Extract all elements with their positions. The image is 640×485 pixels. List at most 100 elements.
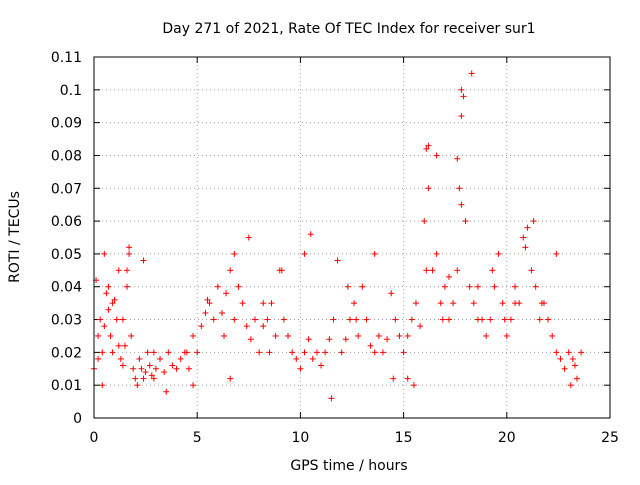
data-point: [363, 316, 370, 323]
data-point: [190, 332, 197, 339]
data-point: [553, 250, 560, 257]
data-point: [429, 267, 436, 274]
data-point: [503, 332, 510, 339]
data-point: [344, 283, 351, 290]
chart-title: Day 271 of 2021, Rate Of TEC Index for r…: [162, 21, 535, 37]
data-point: [285, 332, 292, 339]
data-point: [446, 273, 453, 280]
data-point: [309, 355, 316, 362]
data-point: [109, 349, 116, 356]
x-tick-label: 5: [193, 430, 202, 446]
data-point: [109, 300, 116, 307]
data-point: [458, 113, 465, 120]
data-point: [150, 375, 157, 382]
data-point: [425, 185, 432, 192]
y-tick-label: 0.08: [51, 148, 82, 164]
y-tick-label: 0.03: [51, 313, 82, 329]
data-point: [578, 349, 585, 356]
data-point: [272, 332, 279, 339]
data-point: [456, 185, 463, 192]
data-point: [247, 336, 254, 343]
data-point: [458, 86, 465, 93]
data-point: [567, 382, 574, 389]
data-point: [371, 250, 378, 257]
data-point: [520, 234, 527, 241]
data-point: [163, 388, 170, 395]
y-tick-label: 0.09: [51, 116, 82, 132]
y-tick-label: 0.01: [51, 378, 82, 394]
y-tick-label: 0.11: [51, 50, 82, 66]
data-point: [140, 375, 147, 382]
data-point: [392, 316, 399, 323]
data-point: [256, 349, 263, 356]
data-point: [326, 336, 333, 343]
data-point: [342, 336, 349, 343]
data-point: [136, 355, 143, 362]
data-point: [119, 316, 126, 323]
data-point: [97, 316, 104, 323]
data-point: [470, 300, 477, 307]
data-point: [165, 349, 172, 356]
data-point: [221, 332, 228, 339]
data-point: [499, 300, 506, 307]
data-point: [338, 349, 345, 356]
data-point: [305, 336, 312, 343]
data-point: [245, 234, 252, 241]
data-point: [328, 395, 335, 402]
data-point: [367, 342, 374, 349]
data-point: [268, 300, 275, 307]
data-point: [202, 309, 209, 316]
x-tick-label: 25: [601, 430, 619, 446]
data-point: [462, 218, 469, 225]
y-axis-label: ROTI / TECUs: [7, 191, 23, 283]
data-point: [355, 332, 362, 339]
data-point: [491, 283, 498, 290]
data-point: [157, 355, 164, 362]
data-point: [330, 316, 337, 323]
data-point: [388, 290, 395, 297]
data-point: [538, 300, 545, 307]
data-point: [390, 375, 397, 382]
y-tick-label: 0.04: [51, 280, 82, 296]
data-point: [307, 231, 314, 238]
data-point: [371, 349, 378, 356]
y-tick-label: 0.07: [51, 181, 82, 197]
data-point: [313, 349, 320, 356]
data-point: [101, 250, 108, 257]
data-point: [512, 300, 519, 307]
data-point: [113, 316, 120, 323]
data-point: [479, 316, 486, 323]
data-point: [412, 300, 419, 307]
data-point: [468, 70, 475, 77]
data-point: [161, 369, 168, 376]
data-point: [95, 332, 102, 339]
data-point: [297, 365, 304, 372]
data-point: [474, 283, 481, 290]
tick-labels: 0 5 10 15 20 25 0 0.01 0.02 0.03 0.04 0.05 0.06 0.07 0…: [51, 50, 619, 446]
data-point: [239, 300, 246, 307]
data-point: [227, 375, 234, 382]
data-point: [214, 283, 221, 290]
data-point: [561, 365, 568, 372]
data-point: [126, 244, 133, 251]
axis-ticks: [93, 56, 611, 419]
data-point: [99, 382, 106, 389]
data-point: [437, 300, 444, 307]
data-point: [549, 332, 556, 339]
data-point: [404, 375, 411, 382]
data-point: [210, 316, 217, 323]
data-point: [128, 332, 135, 339]
y-tick-label: 0.1: [60, 83, 82, 99]
data-point: [148, 372, 155, 379]
data-point: [115, 342, 122, 349]
x-axis-label: GPS time / hours: [290, 458, 407, 474]
data-point: [318, 362, 325, 369]
data-point: [446, 316, 453, 323]
data-point: [177, 355, 184, 362]
data-point: [231, 250, 238, 257]
data-point: [111, 296, 118, 303]
x-tick-label: 0: [90, 430, 99, 446]
data-point: [121, 342, 128, 349]
data-point: [280, 316, 287, 323]
data-point: [95, 355, 102, 362]
